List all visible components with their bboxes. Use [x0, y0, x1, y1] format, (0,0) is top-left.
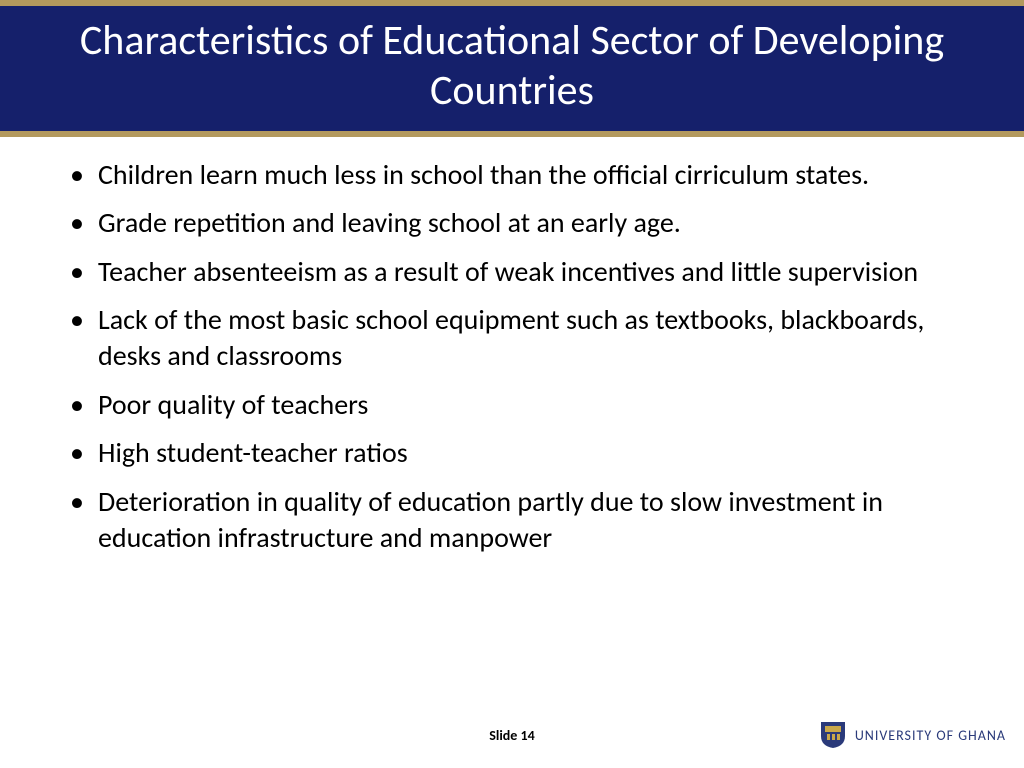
university-block: UNIVERSITY OF GHANA — [819, 720, 1006, 750]
title-box: Characteristics of Educational Sector of… — [0, 6, 1024, 131]
gold-bar-bottom — [0, 131, 1024, 137]
list-item: Poor quality of teachers — [70, 387, 974, 423]
footer: Slide 14 UNIVERSITY OF GHANA — [0, 710, 1024, 750]
university-name: UNIVERSITY OF GHANA — [855, 727, 1006, 744]
list-item: Lack of the most basic school equipment … — [70, 302, 974, 375]
list-item: High student-teacher ratios — [70, 435, 974, 471]
slide-number: Slide 14 — [489, 727, 534, 744]
university-crest-icon — [819, 720, 847, 750]
list-item: Teacher absenteeism as a result of weak … — [70, 254, 974, 290]
list-item: Grade repetition and leaving school at a… — [70, 205, 974, 241]
title-band: Characteristics of Educational Sector of… — [0, 0, 1024, 137]
slide-title: Characteristics of Educational Sector of… — [20, 16, 1004, 117]
bullet-list: Children learn much less in school than … — [70, 157, 974, 557]
content-area: Children learn much less in school than … — [0, 137, 1024, 557]
list-item: Children learn much less in school than … — [70, 157, 974, 193]
list-item: Deterioration in quality of education pa… — [70, 484, 974, 557]
